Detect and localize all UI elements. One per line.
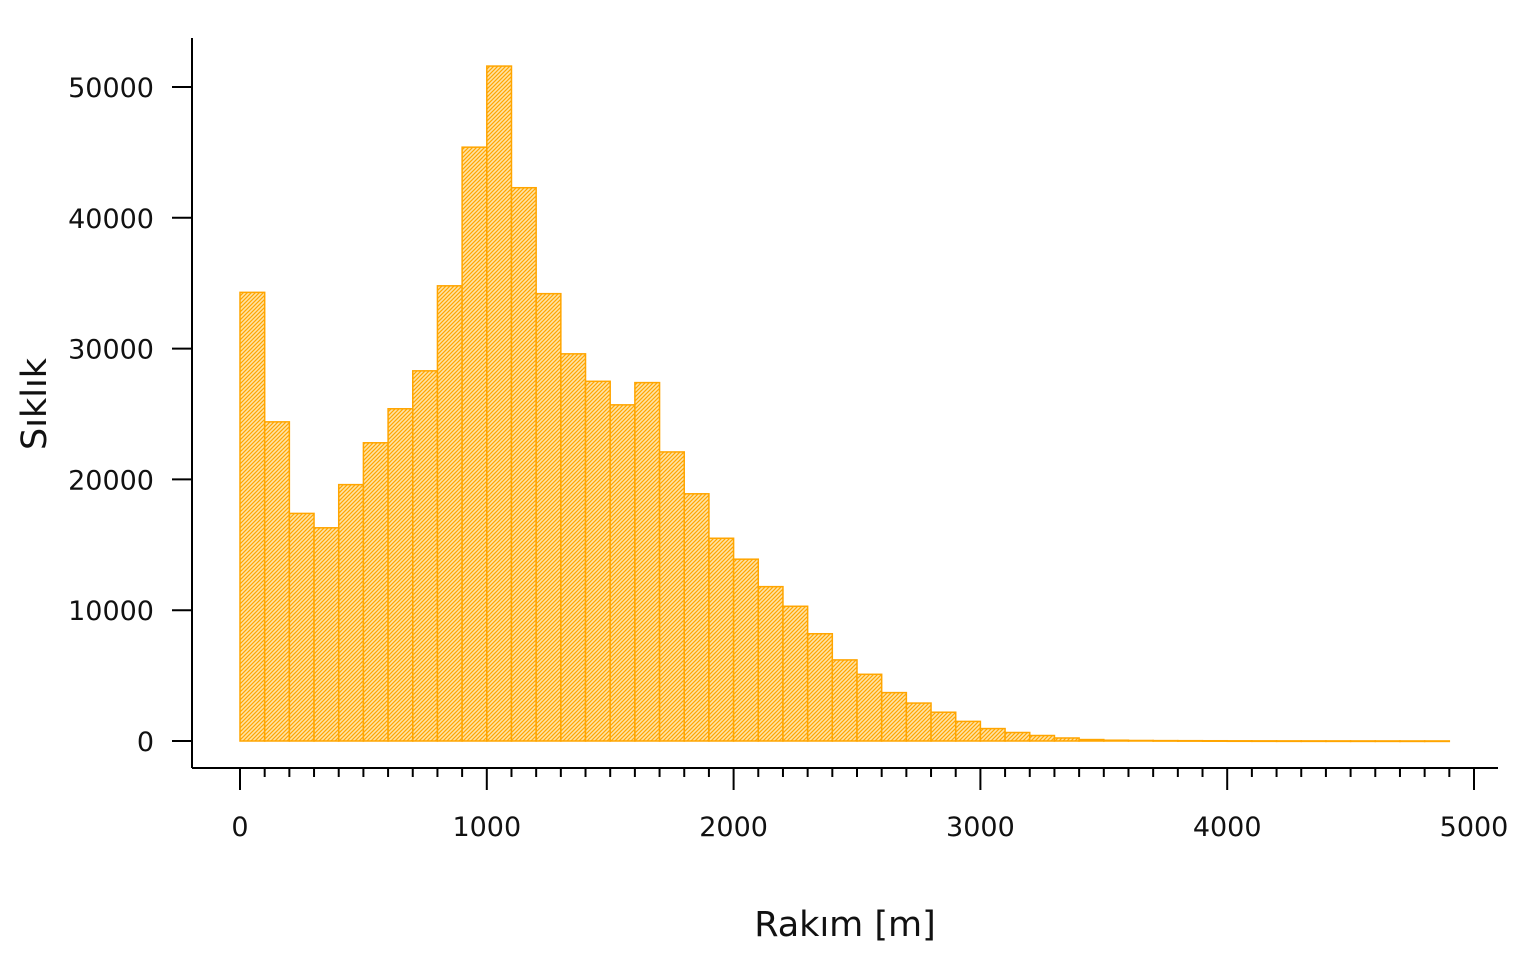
x-tick-label-5: 5000 [1440,812,1509,843]
histogram-bar-20 [732,558,760,742]
histogram-bar-47 [1399,740,1426,743]
histogram-bar-1 [263,421,291,742]
histogram-bar-43 [1300,740,1327,743]
histogram-bar-3 [313,527,340,742]
histogram-bar-17 [658,451,685,742]
x-axis-title: Rakım [m] [754,905,936,945]
histogram-bar-10 [486,65,513,742]
histogram-bar-16 [634,381,661,742]
y-tick-label-2: 20000 [68,465,154,496]
histogram-bar-39 [1201,739,1228,742]
histogram-bar-45 [1349,740,1377,743]
histogram-bar-48 [1423,740,1451,743]
x-tick-label-0: 0 [231,812,248,843]
histogram-bar-36 [1127,739,1154,742]
histogram-bar-29 [954,720,982,742]
histogram-bar-30 [979,727,1006,742]
histogram-bar-0 [239,291,266,742]
histogram-bar-37 [1152,739,1179,742]
histogram-bar-46 [1374,740,1401,743]
x-ticks-group: 0 1000 2000 3000 4000 5000 [231,768,1508,843]
histogram-bar-11 [510,186,537,742]
histogram-bar-31 [1004,731,1031,742]
histogram-bar-13 [560,353,587,742]
x-tick-label-3: 3000 [946,812,1015,843]
histogram-bar-44 [1325,740,1352,743]
x-tick-label-2: 2000 [699,812,768,843]
histogram-bar-38 [1177,739,1204,742]
histogram-bar-19 [708,537,735,742]
histogram-bar-12 [535,292,562,742]
histogram-bar-21 [757,585,784,742]
histogram-bar-23 [806,632,834,742]
y-tick-label-4: 40000 [68,204,154,235]
y-axis-title: Sıklık [15,357,55,450]
y-tick-label-5: 50000 [68,73,154,104]
y-ticks-group: 0 10000 20000 30000 40000 50000 [68,73,192,758]
bars-group [239,65,1451,743]
histogram-bar-40 [1226,740,1253,743]
histogram-bar-18 [683,493,710,742]
histogram-bar-6 [387,408,414,742]
histogram-bar-26 [880,691,908,742]
histogram-bar-2 [288,512,315,742]
x-tick-label-4: 4000 [1193,812,1262,843]
histogram-bar-32 [1029,734,1056,742]
y-tick-label-0: 0 [137,727,154,758]
histogram-bar-27 [905,702,932,742]
y-tick-label-1: 10000 [68,596,154,627]
histogram-bar-4 [337,483,365,742]
histogram-bar-15 [609,404,636,742]
histogram-bar-28 [930,711,957,742]
histogram-bar-22 [782,605,809,742]
histogram-bar-14 [584,380,611,742]
histogram-bar-35 [1103,739,1130,742]
histogram-bar-7 [412,370,439,742]
histogram-bar-34 [1078,738,1105,742]
histogram-bar-8 [436,285,463,742]
histogram-bar-33 [1053,737,1080,742]
y-tick-label-3: 30000 [68,335,154,366]
histogram-bar-5 [362,442,389,742]
histogram-bar-41 [1251,740,1278,743]
histogram-bar-9 [461,146,488,742]
x-tick-label-1: 1000 [452,812,521,843]
histogram-bar-25 [856,673,883,742]
histogram-bar-24 [831,659,858,742]
histogram-bar-42 [1275,740,1302,743]
